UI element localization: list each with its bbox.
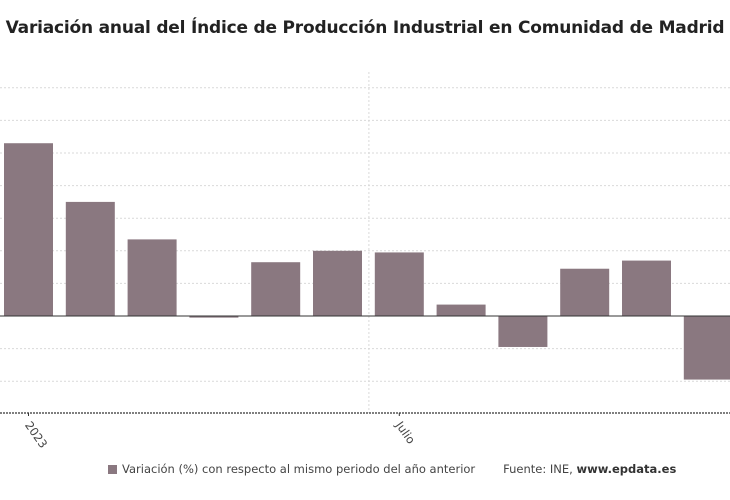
bar [251,262,301,316]
legend-swatch [108,464,117,474]
bar [65,201,115,316]
bar [622,260,671,316]
bar [313,250,362,316]
bars [4,143,730,380]
source-note: Fuente: INE, www.epdata.es [503,462,676,476]
x-tick-label: 2023 [22,419,50,450]
bar [498,316,548,347]
bar-chart: 2023 Julio [0,72,730,450]
legend: Variación (%) con respecto al mismo peri… [108,462,676,476]
bar [683,316,730,380]
source-site: www.epdata.es [576,462,677,476]
bar [374,252,424,316]
axes [0,315,730,414]
bar [4,143,53,316]
legend-label: Variación (%) con respecto al mismo peri… [122,462,476,476]
x-tick-labels: 2023 Julio [22,413,418,450]
source-prefix: Fuente: INE, [503,462,577,476]
x-tick-label: Julio [392,418,418,447]
bar [189,316,239,318]
chart-title: Variación anual del Índice de Producción… [5,18,725,38]
bar [560,268,610,316]
bar [436,304,486,316]
bar [127,239,177,316]
